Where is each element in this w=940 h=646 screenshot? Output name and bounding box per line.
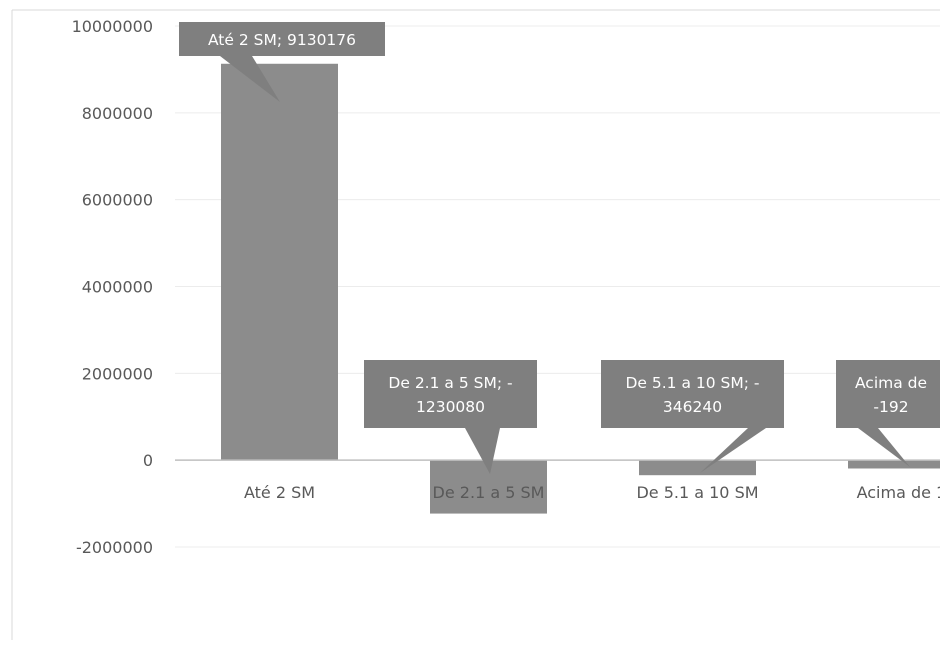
callout-pointer: [465, 428, 500, 474]
category-label: Até 2 SM: [244, 483, 315, 502]
category-label: De 5.1 a 10 SM: [636, 483, 758, 502]
data-label-text: De 2.1 a 5 SM; -: [388, 374, 512, 392]
category-label: De 2.1 a 5 SM: [433, 483, 545, 502]
y-tick-label: 6000000: [82, 191, 153, 210]
bar: [848, 460, 940, 469]
data-label-text: 346240: [663, 398, 722, 416]
y-tick-label: 8000000: [82, 104, 153, 123]
callout-box: [836, 360, 940, 428]
y-tick-label: 4000000: [82, 278, 153, 297]
callout-pointer: [858, 428, 910, 467]
bar: [221, 63, 338, 461]
data-label-text: -192: [873, 398, 908, 416]
callout-pointer: [700, 428, 766, 473]
callout-box: [179, 22, 385, 56]
data-label-callout: Até 2 SM; 9130176: [179, 22, 385, 102]
data-label-callout: De 2.1 a 5 SM; - 1230080: [364, 360, 537, 474]
data-label-text: Até 2 SM; 9130176: [208, 31, 356, 49]
data-label-text: Acima de: [855, 374, 927, 392]
labels: 10000000 8000000 6000000 4000000 2000000 0 -20…: [72, 17, 940, 557]
data-label-text: De 5.1 a 10 SM; -: [625, 374, 759, 392]
callout-box: [601, 360, 784, 428]
callout-box: [364, 360, 537, 428]
bar: [639, 460, 756, 476]
data-label-callouts: Até 2 SM; 9130176 De 2.1 a 5 SM; - 1230080…: [179, 22, 940, 474]
data-label-callout: De 5.1 a 10 SM; - 346240: [601, 360, 784, 473]
y-tick-label: 10000000: [72, 17, 153, 36]
y-tick-label: -2000000: [76, 538, 153, 557]
bars: [221, 63, 940, 514]
category-label: Acima de 10: [857, 483, 940, 502]
y-tick-label: 0: [143, 451, 153, 470]
data-label-text: 1230080: [416, 398, 485, 416]
y-tick-label: 2000000: [82, 364, 153, 383]
data-label-callout: Acima de -192: [836, 360, 940, 467]
callout-pointer: [220, 56, 280, 102]
